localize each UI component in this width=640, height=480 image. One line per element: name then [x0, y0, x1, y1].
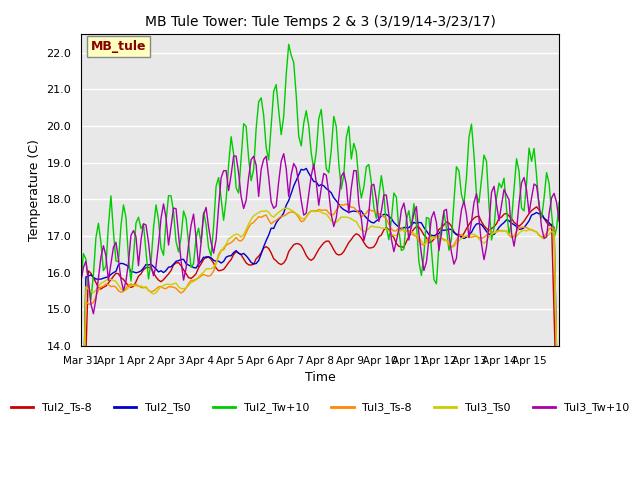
- Title: MB Tule Tower: Tule Temps 2 & 3 (3/19/14-3/23/17): MB Tule Tower: Tule Temps 2 & 3 (3/19/14…: [145, 15, 495, 29]
- Y-axis label: Temperature (C): Temperature (C): [28, 139, 41, 241]
- Text: MB_tule: MB_tule: [90, 40, 146, 53]
- X-axis label: Time: Time: [305, 371, 335, 384]
- Legend: Tul2_Ts-8, Tul2_Ts0, Tul2_Tw+10, Tul3_Ts-8, Tul3_Ts0, Tul3_Tw+10: Tul2_Ts-8, Tul2_Ts0, Tul2_Tw+10, Tul3_Ts…: [6, 398, 634, 418]
